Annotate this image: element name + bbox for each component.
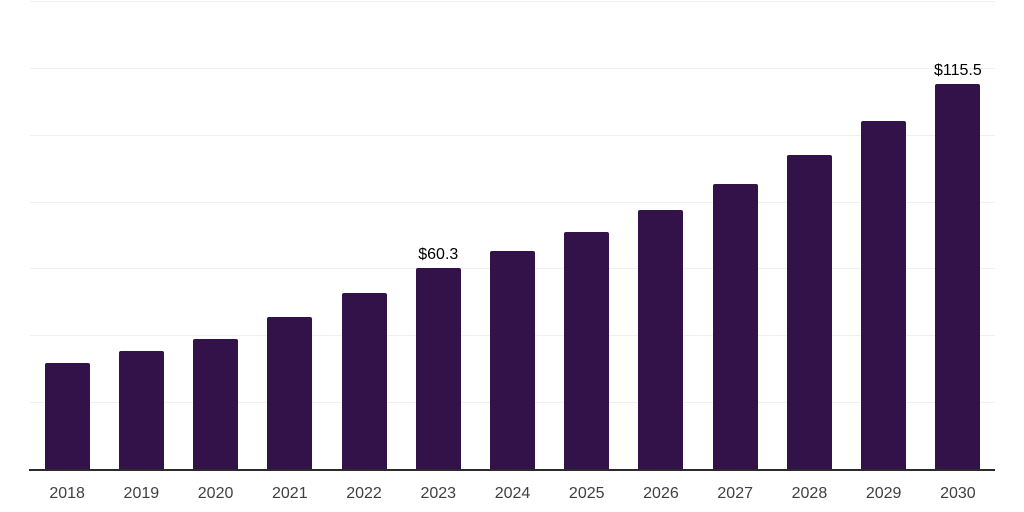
bar-2026 bbox=[638, 209, 684, 470]
bar-2027 bbox=[712, 184, 758, 470]
x-axis-line bbox=[29, 469, 995, 471]
gridline bbox=[30, 1, 995, 2]
gridline bbox=[30, 67, 995, 69]
data-label-2030: $115.5 bbox=[934, 61, 982, 79]
gridline bbox=[30, 134, 995, 136]
bar-2025 bbox=[564, 231, 610, 470]
bar-2022 bbox=[341, 293, 387, 470]
bar-2020 bbox=[193, 338, 239, 470]
bar-2029 bbox=[861, 121, 907, 470]
x-tick-label-2030: 2030 bbox=[940, 485, 976, 502]
x-tick-label-2029: 2029 bbox=[865, 485, 902, 502]
bar-2028 bbox=[786, 155, 832, 470]
x-tick-label-2018: 2018 bbox=[49, 485, 85, 502]
bar-2030 bbox=[935, 83, 981, 470]
x-tick-label-2027: 2027 bbox=[717, 485, 753, 502]
gridline bbox=[30, 201, 995, 203]
data-label-2023: $60.3 bbox=[418, 246, 459, 264]
bar-2019 bbox=[118, 350, 164, 470]
x-tick-label-2026: 2026 bbox=[643, 485, 679, 502]
bar-2023 bbox=[415, 268, 461, 470]
bar-2024 bbox=[490, 250, 535, 470]
x-tick-label-2023: 2023 bbox=[420, 485, 457, 502]
x-tick-label-2020: 2020 bbox=[197, 485, 234, 502]
bar-2018 bbox=[44, 363, 90, 470]
x-tick-label-2022: 2022 bbox=[346, 485, 382, 502]
x-tick-label-2024: 2024 bbox=[494, 485, 531, 502]
x-tick-label-2019: 2019 bbox=[123, 485, 160, 502]
x-tick-label-2021: 2021 bbox=[272, 485, 308, 502]
x-tick-label-2028: 2028 bbox=[791, 485, 828, 502]
x-tick-label-2025: 2025 bbox=[568, 485, 605, 502]
bar-2021 bbox=[267, 316, 313, 470]
